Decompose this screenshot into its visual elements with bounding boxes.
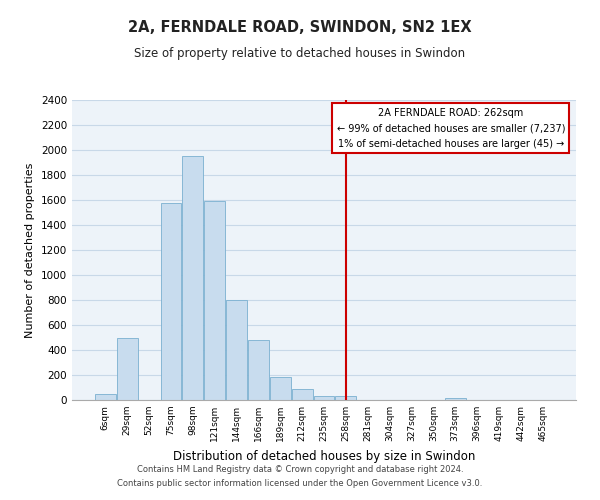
- Bar: [182, 156, 203, 400]
- Bar: [161, 202, 181, 400]
- Y-axis label: Number of detached properties: Number of detached properties: [25, 162, 35, 338]
- Bar: [314, 396, 334, 400]
- Text: Contains HM Land Registry data © Crown copyright and database right 2024.
Contai: Contains HM Land Registry data © Crown c…: [118, 466, 482, 487]
- Bar: [117, 338, 137, 400]
- Bar: [445, 398, 466, 400]
- Bar: [248, 340, 269, 400]
- Bar: [204, 201, 225, 400]
- Text: 2A FERNDALE ROAD: 262sqm
← 99% of detached houses are smaller (7,237)
1% of semi: 2A FERNDALE ROAD: 262sqm ← 99% of detach…: [337, 108, 565, 148]
- Text: 2A, FERNDALE ROAD, SWINDON, SN2 1EX: 2A, FERNDALE ROAD, SWINDON, SN2 1EX: [128, 20, 472, 35]
- Text: Size of property relative to detached houses in Swindon: Size of property relative to detached ho…: [134, 48, 466, 60]
- X-axis label: Distribution of detached houses by size in Swindon: Distribution of detached houses by size …: [173, 450, 475, 462]
- Bar: [292, 389, 313, 400]
- Bar: [226, 300, 247, 400]
- Bar: [335, 396, 356, 400]
- Bar: [270, 377, 290, 400]
- Bar: [95, 394, 116, 400]
